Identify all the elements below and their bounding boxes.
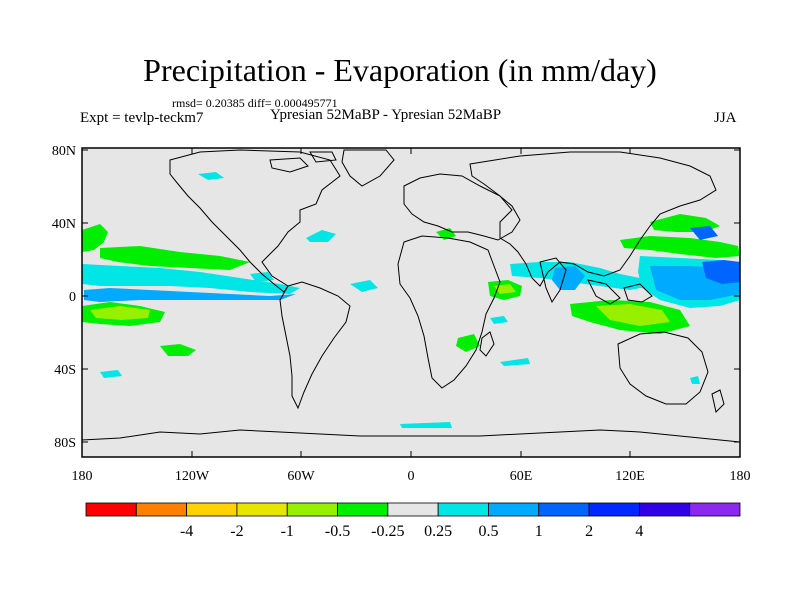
coast-europe: [403, 173, 521, 241]
patch-central-pacific-green: [100, 246, 250, 270]
patch-indian-ocean-cyan-2: [490, 316, 508, 324]
colorbar-swatch: [638, 502, 691, 517]
lat-label-40n: 40N: [52, 217, 76, 232]
patch-indian-ocean-cyan: [500, 358, 530, 366]
colorbar-label: -4: [180, 523, 193, 540]
lon-label-120w: 120W: [175, 469, 210, 484]
colorbar-swatch: [85, 502, 137, 517]
patch-west-pacific-blue-2: [690, 226, 718, 240]
lon-label-120e: 120E: [615, 469, 645, 484]
colorbar-label: -0.5: [325, 523, 350, 540]
coast-greenland: [341, 149, 395, 187]
coast-south-america: [279, 281, 351, 410]
colorbar-label: 0.25: [424, 523, 452, 540]
colorbar-label: -0.25: [371, 523, 404, 540]
lat-tick-labels: 80N 40N 0 40S 80S: [52, 144, 76, 451]
colorbar-label: -1: [281, 523, 294, 540]
patch-cyan-1: [198, 172, 224, 180]
lon-label-180w: 180: [72, 469, 93, 484]
colorbar-swatch: [286, 502, 338, 517]
colorbar-labels: -4 -2 -1 -0.5 -0.25 0.25 0.5 1 2 4: [180, 523, 643, 540]
patch-north-pacific-green: [82, 224, 108, 252]
colorbar-swatch: [387, 502, 439, 517]
coast-australia: [617, 331, 709, 405]
colorbar-swatch: [488, 502, 540, 517]
colorbar-swatch: [337, 502, 389, 517]
colorbar-label: 0.5: [478, 523, 498, 540]
patch-cyan-6: [690, 376, 700, 384]
colorbar-swatch: [135, 502, 188, 517]
patch-cyan-3: [350, 280, 378, 292]
patch-eq-pacific-blue: [84, 288, 296, 302]
lat-label-0: 0: [69, 290, 76, 305]
patch-eq-pacific-cyan: [82, 264, 300, 294]
colorbar-swatch: [588, 502, 640, 517]
coast-madagascar: [479, 331, 495, 357]
lat-label-40s: 40S: [54, 363, 76, 378]
patch-indian-ocean-yellowgreen: [596, 304, 670, 326]
lat-label-80s: 80S: [54, 436, 76, 451]
colorbar: [85, 502, 741, 517]
patch-cyan-5: [400, 422, 452, 428]
coast-se-asia: [587, 279, 653, 305]
lon-label-60w: 60W: [287, 469, 315, 484]
colorbar-label: 4: [635, 523, 643, 540]
colorbar-swatch: [186, 502, 238, 517]
patch-arabian-yellowgreen: [494, 284, 516, 294]
lat-label-80n: 80N: [52, 144, 76, 159]
colorbar-swatch: [437, 502, 489, 517]
colorbar-swatch: [689, 502, 741, 517]
lon-tick-labels: 180 120W 60W 0 60E 120E 180: [72, 469, 751, 484]
coast-india: [539, 257, 567, 304]
patch-south-pacific-small-green: [160, 344, 196, 356]
season-label: JJA: [714, 110, 737, 126]
coast-antarctica: [81, 429, 741, 443]
stats-subtitle: rmsd= 0.20385 diff= 0.000495771: [172, 96, 338, 110]
colorbar-label: -2: [230, 523, 243, 540]
lon-label-180e: 180: [730, 469, 751, 484]
anomaly-patches: [82, 172, 740, 428]
period-label: Ypresian 52MaBP - Ypresian 52MaBP: [270, 107, 502, 123]
coast-north-america: [169, 149, 341, 293]
coast-asia: [469, 151, 717, 287]
coast-new-zealand: [711, 389, 725, 413]
patch-west-pacific-green-mid: [620, 236, 740, 258]
lat-ticks: [82, 149, 740, 443]
coastlines: [81, 149, 741, 443]
patch-west-pacific-blue: [702, 260, 740, 284]
colorbar-swatch: [236, 502, 288, 517]
colorbar-swatch: [538, 502, 590, 517]
lon-ticks: [81, 148, 741, 457]
map-title: Precipitation - Evaporation (in mm/day): [143, 52, 657, 88]
patch-cyan-4: [100, 370, 122, 378]
lon-label-0: 0: [408, 469, 415, 484]
patch-cyan-2: [306, 230, 336, 242]
colorbar-label: 1: [535, 523, 543, 540]
patch-india-blue: [552, 266, 585, 290]
patch-south-pacific-yellowgreen: [90, 306, 150, 320]
colorbar-label: 2: [585, 523, 593, 540]
lon-label-60e: 60E: [510, 469, 533, 484]
coast-arctic-islands: [269, 151, 337, 173]
experiment-label: Expt = tevlp-teckm7: [80, 110, 204, 126]
coast-africa: [397, 235, 501, 389]
patch-east-africa-green: [456, 334, 480, 352]
